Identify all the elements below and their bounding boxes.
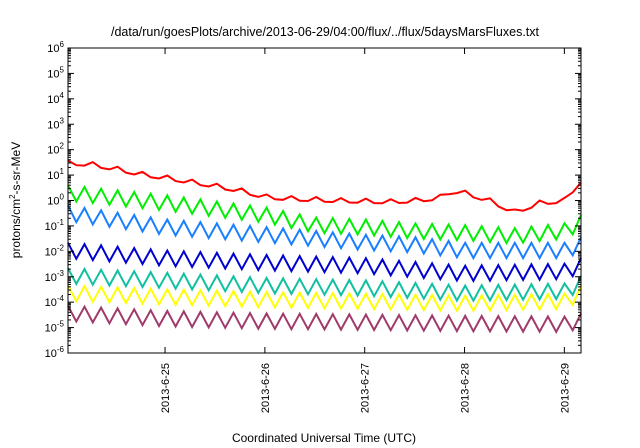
series-line-5: [67, 266, 582, 303]
series-line-3: [67, 205, 582, 261]
series-line-2: [67, 184, 582, 246]
x-tick-label: 2013-6-25: [160, 363, 172, 413]
y-tick-label: 100: [47, 193, 64, 208]
x-tick-label: 2013-6-29: [559, 363, 571, 413]
y-tick-base: 10: [47, 170, 59, 182]
y-tick-exp: 2: [60, 142, 65, 151]
y-tick-label: 106: [47, 40, 64, 55]
y-tick-label: 10-3: [45, 269, 65, 284]
y-tick-label: 10-4: [45, 294, 65, 309]
y-tick-base: 10: [45, 221, 57, 233]
y-tick-exp: -5: [57, 320, 65, 329]
y-tick-base: 10: [47, 94, 59, 106]
y-tick-exp: 5: [60, 65, 65, 74]
y-tick-exp: -2: [57, 243, 65, 252]
y-tick-base: 10: [47, 196, 59, 208]
y-tick-exp: -4: [57, 294, 65, 303]
y-tick-exp: -1: [57, 218, 65, 227]
y-axis-label-base: protons/cm: [9, 199, 23, 258]
series-line-7: [67, 304, 582, 335]
y-tick-label: 101: [47, 167, 64, 182]
x-tick-label: 2013-6-27: [360, 363, 372, 413]
y-tick-exp: 0: [60, 193, 65, 202]
y-tick-exp: -6: [57, 345, 65, 354]
y-axis-label-rest: -s-sr-MeV: [9, 142, 23, 195]
series-line-4: [67, 241, 582, 284]
y-axis-label-sup: 2: [8, 194, 17, 199]
x-tick-label: 2013-6-28: [460, 363, 472, 413]
y-tick-exp: -3: [57, 269, 65, 278]
y-tick-label: 10-6: [45, 345, 65, 360]
chart-title: /data/run/goesPlots/archive/2013-06-29/0…: [111, 25, 540, 39]
y-tick-exp: 3: [60, 116, 65, 125]
y-tick-base: 10: [47, 68, 59, 80]
y-tick-label: 102: [47, 142, 64, 157]
y-tick-base: 10: [45, 272, 57, 284]
y-tick-base: 10: [47, 43, 59, 55]
y-tick-label: 103: [47, 116, 64, 131]
x-tick-label: 2013-6-26: [260, 363, 272, 413]
y-tick-exp: 6: [60, 40, 65, 49]
series-line-1: [67, 159, 582, 212]
y-tick-label: 10-5: [45, 320, 65, 335]
y-tick-base: 10: [45, 348, 57, 360]
x-axis: 2013-6-25 2013-6-26 2013-6-27 2013-6-28 2013…: [160, 48, 571, 413]
y-tick-label: 10-2: [45, 243, 65, 258]
y-tick-label: 104: [47, 91, 64, 106]
series-layer: [67, 159, 582, 335]
series-line-6: [67, 284, 582, 313]
y-tick-base: 10: [47, 145, 59, 157]
y-tick-exp: 1: [60, 167, 65, 176]
y-axis-label: protons/cm2-s-sr-MeV: [8, 142, 23, 258]
y-tick-base: 10: [45, 323, 57, 335]
x-axis-label: Coordinated Universal Time (UTC): [232, 431, 416, 445]
y-tick-base: 10: [45, 297, 57, 309]
y-tick-base: 10: [45, 246, 57, 258]
y-tick-base: 10: [47, 119, 59, 131]
y-tick-exp: 4: [60, 91, 65, 100]
y-tick-label: 10-1: [45, 218, 65, 233]
y-tick-label: 105: [47, 65, 64, 80]
y-axis: 10-610-510-410-310-210-11001011021031041…: [45, 40, 581, 360]
